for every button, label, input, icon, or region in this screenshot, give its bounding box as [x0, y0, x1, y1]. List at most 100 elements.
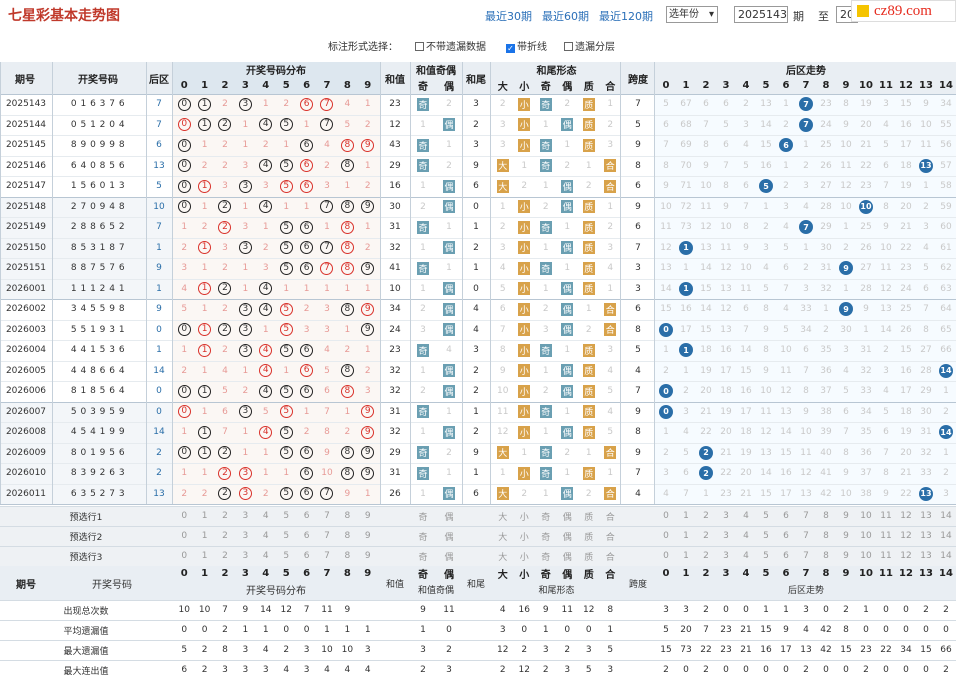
preselect-digit[interactable]: 5: [283, 511, 290, 521]
preselect-even[interactable]: 偶: [444, 532, 454, 543]
preselect-tf[interactable]: 奇: [541, 512, 551, 523]
preselect-digit[interactable]: 4: [262, 531, 269, 541]
preselect-back[interactable]: 4: [743, 551, 749, 561]
recent-120-link[interactable]: 最近120期: [599, 10, 653, 23]
preselect-back[interactable]: 14: [940, 551, 952, 561]
preselect-back[interactable]: 12: [900, 531, 912, 541]
preselect-back[interactable]: 0: [663, 551, 669, 561]
preselect-back[interactable]: 7: [803, 551, 809, 561]
preselect-back[interactable]: 9: [843, 511, 849, 521]
recent-60-link[interactable]: 最近60期: [542, 10, 589, 23]
preselect-back[interactable]: 1: [683, 551, 689, 561]
preselect-tf[interactable]: 质: [584, 532, 594, 543]
preselect-back[interactable]: 1: [683, 531, 689, 541]
preselect-back[interactable]: 3: [723, 531, 729, 541]
preselect-back[interactable]: 14: [940, 531, 952, 541]
preselect-tf[interactable]: 大: [498, 512, 508, 523]
period-from-input[interactable]: 2025143: [734, 6, 788, 23]
preselect-digit[interactable]: 9: [364, 531, 371, 541]
preselect-back[interactable]: 13: [920, 511, 932, 521]
preselect-back[interactable]: 13: [920, 531, 932, 541]
preselect-digit[interactable]: 2: [222, 511, 228, 521]
preselect-back[interactable]: 12: [900, 511, 912, 521]
preselect-tf[interactable]: 合: [605, 532, 615, 543]
preselect-back[interactable]: 11: [880, 551, 892, 561]
preselect-tf[interactable]: 奇: [541, 532, 551, 543]
preselect-back[interactable]: 8: [823, 551, 829, 561]
preselect-tf[interactable]: 质: [584, 552, 594, 563]
preselect-back[interactable]: 10: [860, 511, 872, 521]
preselect-back[interactable]: 7: [803, 511, 809, 521]
year-select[interactable]: 选年份 ▾: [666, 6, 718, 23]
preselect-back[interactable]: 12: [900, 551, 912, 561]
preselect-digit[interactable]: 7: [324, 511, 330, 521]
preselect-digit[interactable]: 4: [262, 511, 269, 521]
preselect-digit[interactable]: 6: [303, 511, 310, 521]
preselect-digit[interactable]: 2: [222, 531, 228, 541]
preselect-odd[interactable]: 奇: [418, 532, 428, 543]
preselect-back[interactable]: 11: [880, 531, 892, 541]
preselect-tf[interactable]: 偶: [562, 532, 572, 543]
preselect-tf[interactable]: 偶: [562, 552, 572, 563]
preselect-digit[interactable]: 7: [324, 551, 330, 561]
preselect-back[interactable]: 5: [763, 551, 769, 561]
preselect-digit[interactable]: 7: [324, 531, 330, 541]
checkbox-icon[interactable]: [415, 42, 424, 51]
preselect-tf[interactable]: 小: [519, 532, 529, 543]
preselect-back[interactable]: 6: [783, 511, 789, 521]
preselect-back[interactable]: 9: [843, 551, 849, 561]
preselect-back[interactable]: 2: [703, 531, 709, 541]
preselect-back[interactable]: 10: [860, 551, 872, 561]
preselect-tf[interactable]: 大: [498, 532, 508, 543]
preselect-back[interactable]: 5: [763, 511, 769, 521]
preselect-digit[interactable]: 0: [181, 511, 188, 521]
preselect-digit[interactable]: 5: [283, 551, 290, 561]
preselect-tf[interactable]: 合: [605, 552, 615, 563]
preselect-digit[interactable]: 8: [344, 531, 351, 541]
preselect-back[interactable]: 3: [723, 511, 729, 521]
preselect-digit[interactable]: 9: [364, 551, 371, 561]
preselect-digit[interactable]: 1: [201, 551, 208, 561]
preselect-back[interactable]: 0: [663, 511, 669, 521]
preselect-tf[interactable]: 小: [519, 512, 529, 523]
preselect-digit[interactable]: 3: [242, 551, 249, 561]
preselect-tf[interactable]: 偶: [562, 512, 572, 523]
preselect-back[interactable]: 8: [823, 511, 829, 521]
preselect-digit[interactable]: 1: [201, 511, 208, 521]
preselect-back[interactable]: 6: [783, 531, 789, 541]
option-layered[interactable]: 遗漏分层: [564, 38, 615, 53]
preselect-tf[interactable]: 小: [519, 552, 529, 563]
preselect-back[interactable]: 0: [663, 531, 669, 541]
option-polyline[interactable]: ✓ 带折线: [506, 38, 547, 53]
preselect-back[interactable]: 14: [940, 511, 952, 521]
preselect-back[interactable]: 2: [703, 551, 709, 561]
option-no-missing[interactable]: 不带遗漏数据: [415, 38, 486, 53]
preselect-digit[interactable]: 4: [262, 551, 269, 561]
preselect-digit[interactable]: 9: [364, 511, 371, 521]
preselect-digit[interactable]: 3: [242, 511, 249, 521]
preselect-tf[interactable]: 合: [605, 512, 615, 523]
preselect-back[interactable]: 7: [803, 531, 809, 541]
preselect-digit[interactable]: 2: [222, 551, 228, 561]
preselect-back[interactable]: 4: [743, 511, 749, 521]
preselect-back[interactable]: 3: [723, 551, 729, 561]
preselect-back[interactable]: 13: [920, 551, 932, 561]
checkbox-icon[interactable]: [564, 42, 573, 51]
preselect-back[interactable]: 8: [823, 531, 829, 541]
preselect-odd[interactable]: 奇: [418, 552, 428, 563]
preselect-back[interactable]: 1: [683, 511, 689, 521]
preselect-digit[interactable]: 6: [303, 551, 310, 561]
preselect-even[interactable]: 偶: [444, 552, 454, 563]
preselect-odd[interactable]: 奇: [418, 512, 428, 523]
preselect-back[interactable]: 9: [843, 531, 849, 541]
preselect-back[interactable]: 11: [880, 511, 892, 521]
preselect-back[interactable]: 6: [783, 551, 789, 561]
checkbox-checked-icon[interactable]: ✓: [506, 44, 515, 53]
preselect-back[interactable]: 2: [703, 511, 709, 521]
preselect-digit[interactable]: 3: [242, 531, 249, 541]
preselect-digit[interactable]: 8: [344, 551, 351, 561]
preselect-even[interactable]: 偶: [444, 512, 454, 523]
preselect-back[interactable]: 10: [860, 531, 872, 541]
preselect-tf[interactable]: 奇: [541, 552, 551, 563]
preselect-digit[interactable]: 0: [181, 551, 188, 561]
